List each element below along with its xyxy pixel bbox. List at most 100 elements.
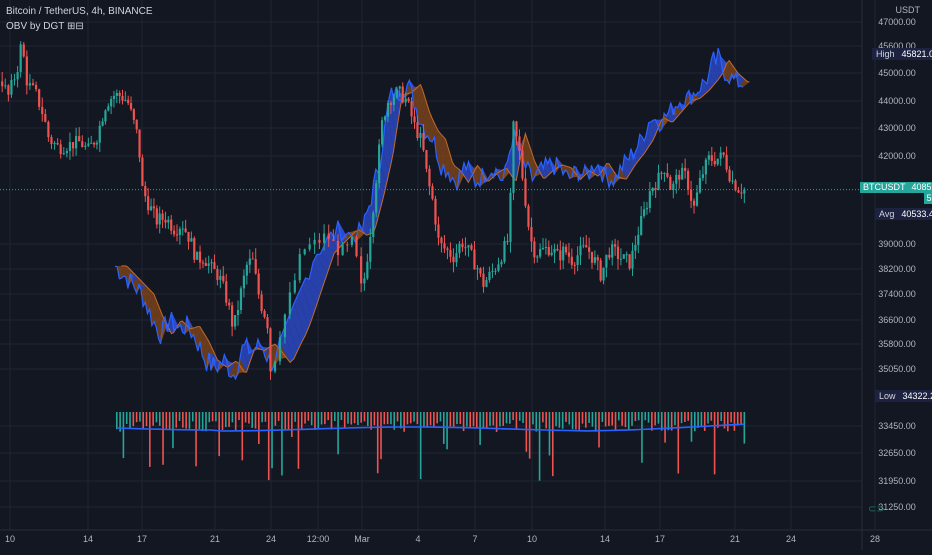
candle-body [202, 262, 204, 263]
candle-body [75, 136, 77, 148]
candle-body [591, 252, 593, 263]
candle-body [261, 295, 263, 311]
candle-body [740, 192, 742, 193]
candle-body [684, 168, 686, 171]
candle-body [153, 206, 155, 208]
candle-body [289, 292, 291, 314]
candle-body [113, 96, 115, 99]
candle-body [626, 254, 628, 255]
candle-body [696, 192, 698, 205]
candle-body [237, 310, 239, 315]
x-tick-label: 21 [730, 534, 740, 544]
candle-body [266, 317, 268, 328]
candle-body [378, 145, 380, 184]
candle-body [512, 121, 514, 192]
candle-body [455, 253, 457, 262]
candle-body [594, 257, 596, 263]
candle-body [681, 168, 683, 180]
candle-body [332, 239, 334, 241]
candle-body [375, 183, 377, 213]
candle-body [26, 56, 28, 85]
candle-body [422, 133, 424, 150]
candle-body [81, 141, 83, 147]
candle-body [50, 137, 52, 144]
candle-body [488, 272, 490, 280]
candle-body [524, 178, 526, 205]
candle-body [246, 265, 248, 276]
y-tick-label: 37400.00 [878, 289, 916, 299]
candle-body [494, 271, 496, 272]
tradingview-logo-icon[interactable]: ⊂⊃ [868, 504, 885, 515]
candle-body [655, 188, 657, 190]
candle-body [63, 153, 65, 154]
x-tick-label: 24 [266, 534, 276, 544]
candle-body [121, 96, 123, 101]
obv-line [115, 48, 743, 379]
candle-body [190, 238, 192, 241]
indicator-title[interactable]: OBV by DGT ⊞⊟ [6, 19, 153, 34]
candle-body [219, 276, 221, 280]
candle-body [565, 247, 567, 253]
candle-body [588, 247, 590, 251]
candle-body [78, 136, 80, 141]
candle-body [351, 237, 353, 245]
candle-body [717, 159, 719, 165]
x-tick-label: Mar [354, 534, 370, 544]
candle-body [156, 208, 158, 224]
candle-body [116, 93, 118, 96]
candle-body [176, 234, 178, 235]
candle-body [687, 171, 689, 190]
candle-body [640, 216, 642, 235]
candle-body [449, 250, 451, 257]
candle-body [539, 249, 541, 257]
symbol-tag-label: BTCUSDT [860, 182, 909, 193]
candle-body [136, 120, 138, 130]
candle-body [515, 121, 517, 136]
candle-body [600, 260, 602, 280]
candle-body [69, 142, 71, 151]
candle-body [185, 228, 187, 231]
candle-body [503, 241, 505, 262]
candle-body [482, 274, 484, 287]
candle-body [476, 268, 478, 269]
candle-body [35, 85, 37, 89]
candle-body [443, 243, 445, 248]
candle-body [518, 136, 520, 150]
candle-body [509, 193, 511, 242]
candle-body [726, 155, 728, 170]
candle-body [93, 143, 95, 145]
candle-body [57, 143, 59, 144]
candle-body [144, 186, 146, 196]
candle-body [440, 238, 442, 243]
candle-body [666, 173, 668, 177]
y-tick-label: 44000.00 [878, 96, 916, 106]
y-tick-label: 35800.00 [878, 339, 916, 349]
candle-body [369, 237, 371, 262]
candle-body [521, 151, 523, 179]
candle-body [213, 262, 215, 269]
candle-body [461, 244, 463, 248]
candle-body [182, 228, 184, 229]
candle-body [53, 143, 55, 144]
candle-body [216, 269, 218, 280]
y-tick-label: 45000.00 [878, 68, 916, 78]
candle-body [328, 234, 330, 240]
candle-body [161, 214, 163, 220]
avg-value: 40533.43 [898, 208, 932, 220]
candle-body [497, 264, 499, 270]
candle-body [652, 188, 654, 191]
candle-body [500, 262, 502, 265]
currency-label[interactable]: USDT [896, 5, 921, 15]
candle-body [274, 361, 276, 371]
candle-body [425, 150, 427, 169]
symbol-title[interactable]: Bitcoin / TetherUS, 4h, BINANCE [6, 4, 153, 19]
candle-body [84, 146, 86, 147]
candle-body [663, 173, 665, 174]
candle-body [44, 114, 46, 122]
candle-body [372, 213, 374, 237]
candle-body [387, 103, 389, 117]
candle-body [419, 133, 421, 138]
